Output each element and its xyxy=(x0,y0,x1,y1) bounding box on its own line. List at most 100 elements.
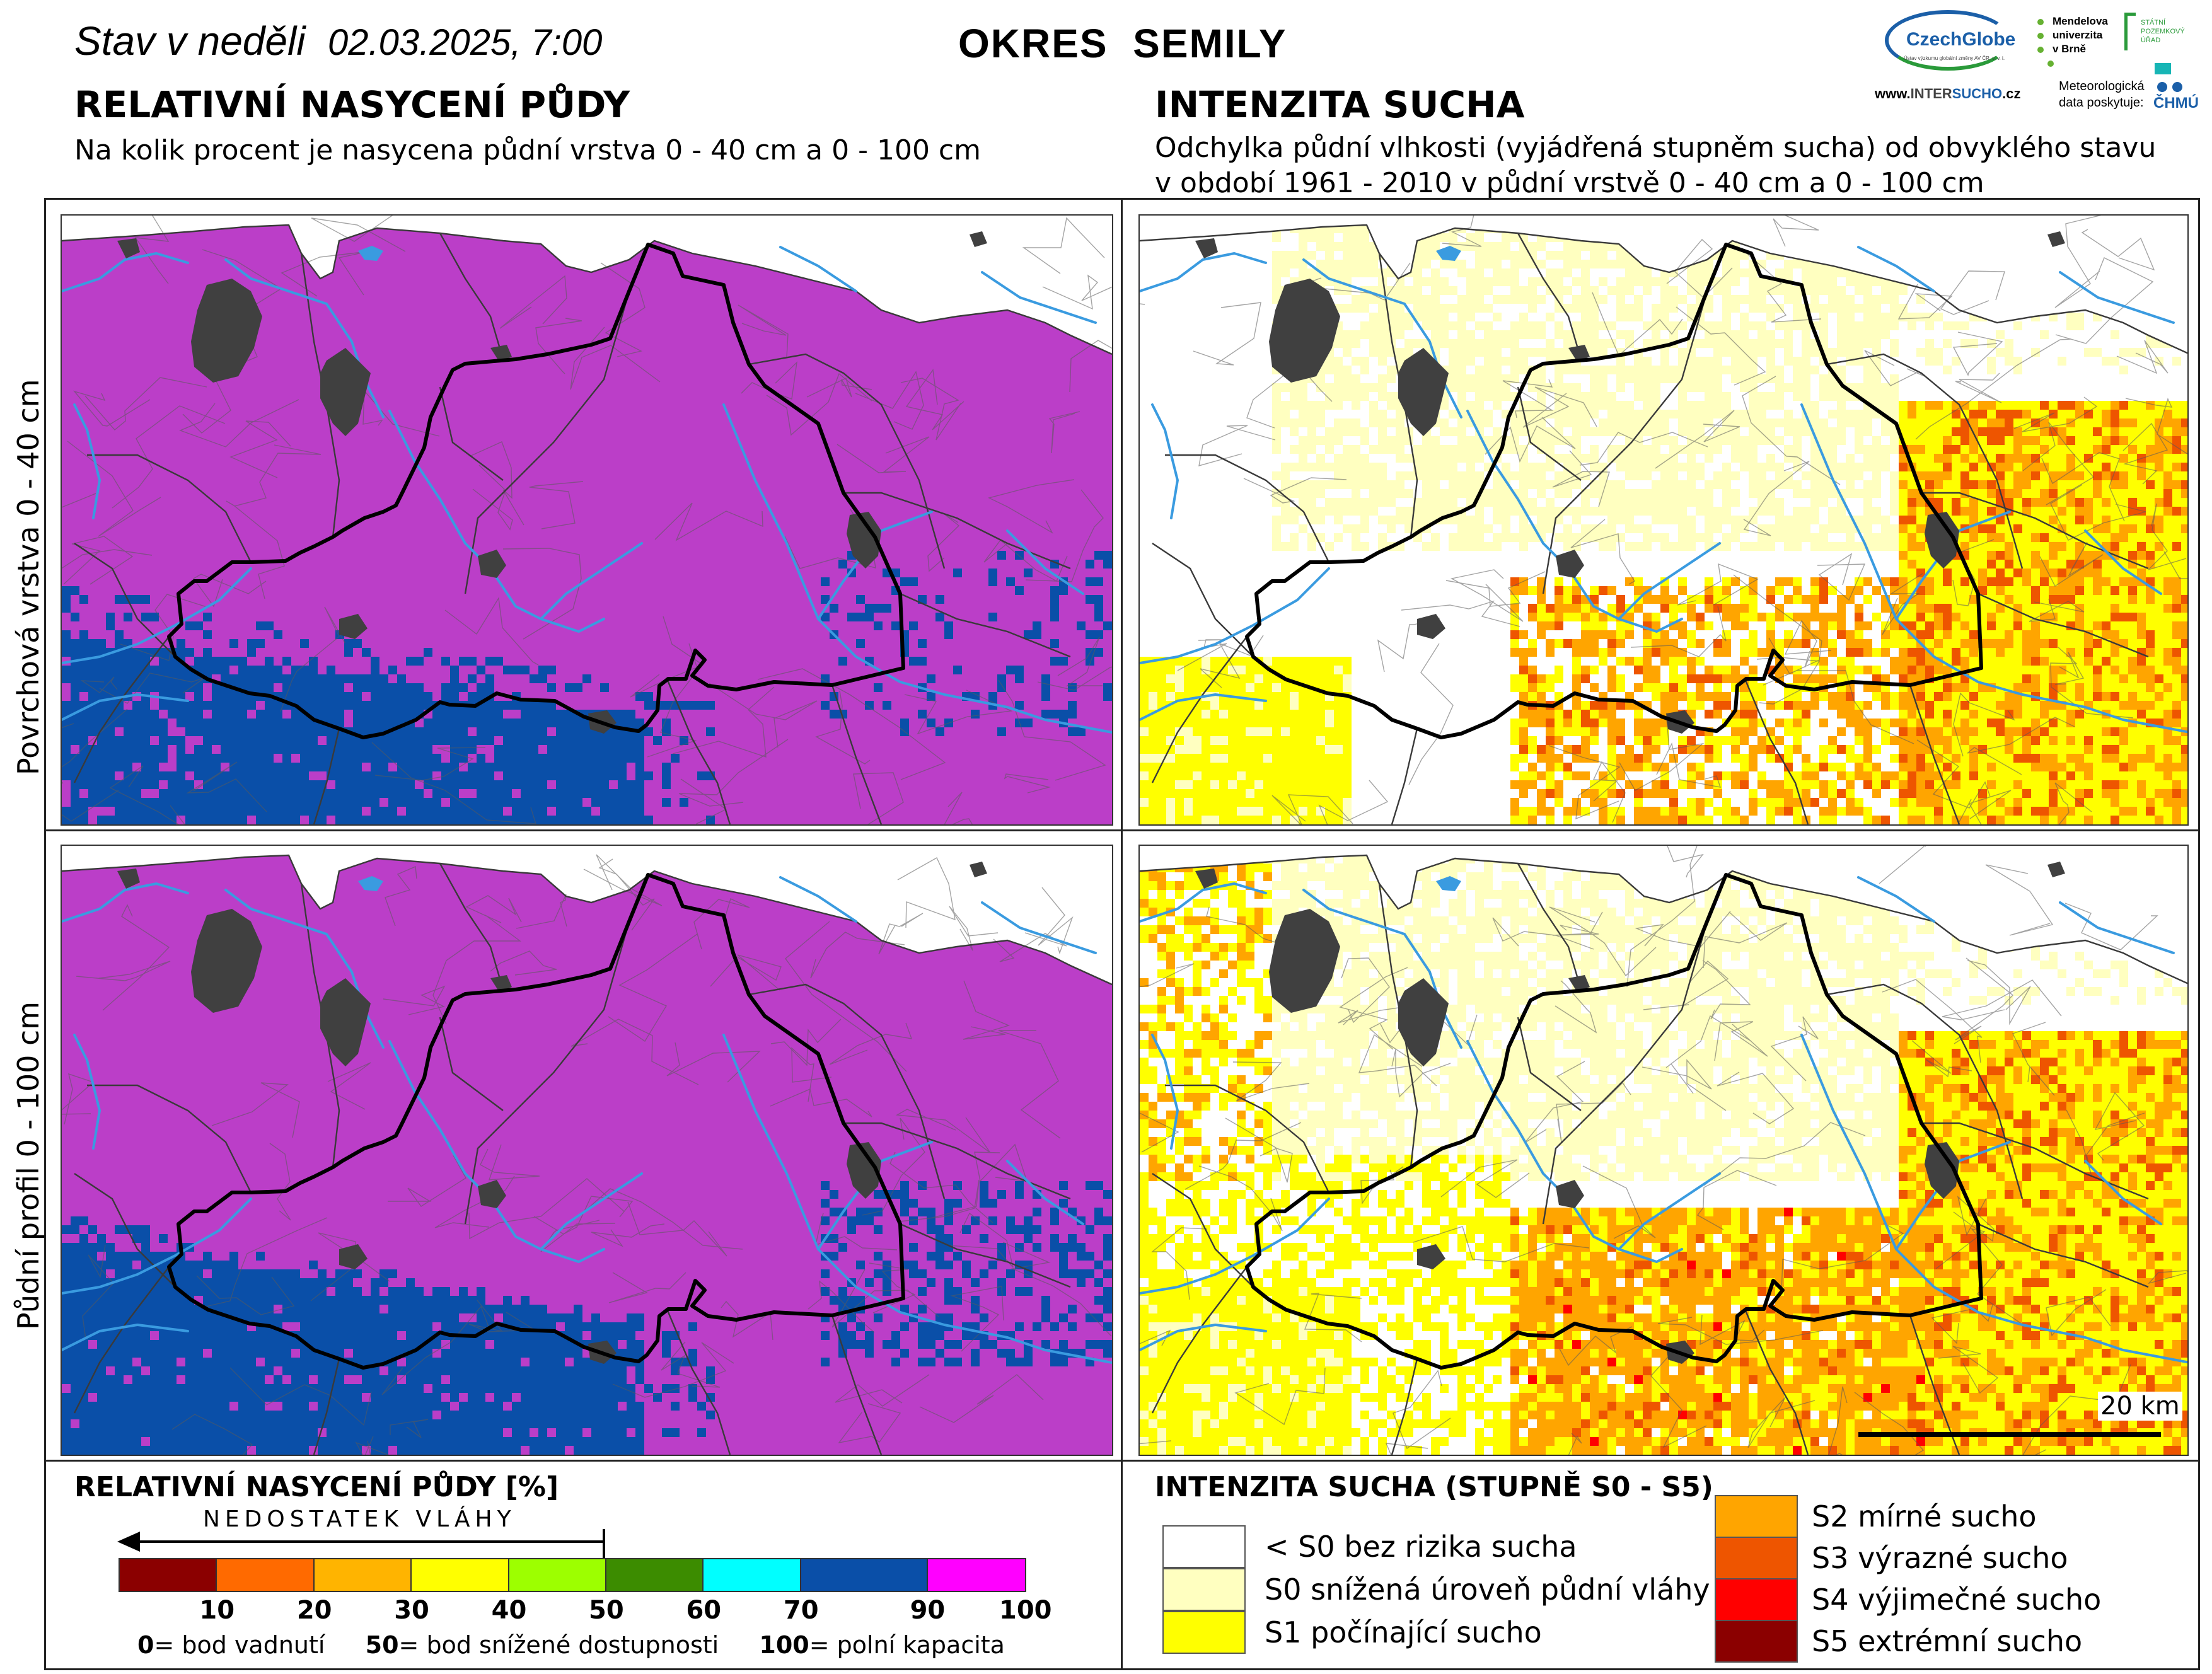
drought-subtitle-2: v období 1961 - 2010 v půdní vrstvě 0 - … xyxy=(1155,167,1984,199)
saturation-notes: 0= bod vadnutí 50= bod snížené dostupnos… xyxy=(137,1631,1005,1659)
map-canvas xyxy=(1140,216,2187,824)
swatch-s3 xyxy=(1715,1537,1798,1579)
map-saturation-profile xyxy=(61,845,1113,1456)
note-wilting-text: = bod vadnutí xyxy=(154,1631,325,1659)
row-label-bottom: Půdní profil 0 - 100 cm xyxy=(11,1001,45,1330)
drought-legend-item: S5 extrémní sucho xyxy=(1715,1620,2082,1663)
map-canvas xyxy=(62,216,1112,824)
spu-logo: STÁTNÍ POZEMKOVÝ ÚŘAD xyxy=(2124,13,2194,82)
chmu-line1: Meteorologická xyxy=(2059,79,2145,93)
swatch-s4 xyxy=(1715,1578,1798,1621)
logos-area: CzechGlobe Ústav výzkumu globální změny … xyxy=(1872,8,2200,121)
swatch-s0-none xyxy=(1162,1525,1246,1568)
swatch-s5 xyxy=(1715,1620,1798,1663)
drought-legend-item: S1 počínající sucho xyxy=(1162,1611,1542,1654)
legend-label: S1 počínající sucho xyxy=(1265,1615,1542,1649)
chmu-name: ČHMÚ xyxy=(2153,95,2199,112)
mendelu-line2: univerzita xyxy=(2053,29,2103,41)
saturation-tick-label: 60 xyxy=(686,1596,722,1625)
saturation-color-band xyxy=(606,1559,704,1591)
saturation-color-band xyxy=(801,1559,928,1591)
saturation-subtitle: Na kolik procent je nasycena půdní vrstv… xyxy=(74,134,981,166)
column-divider xyxy=(1121,198,1123,1670)
spu-mark-icon xyxy=(2124,13,2136,50)
drought-legend-item: S4 výjimečné sucho xyxy=(1715,1578,2101,1621)
czechglobe-name: CzechGlobe xyxy=(1906,29,2016,50)
spu-square-icon xyxy=(2155,63,2171,74)
saturation-tick-label: 40 xyxy=(491,1596,527,1625)
swatch-s2 xyxy=(1715,1495,1798,1538)
swatch-s1 xyxy=(1162,1611,1246,1654)
row-label-top: Povrchová vrstva 0 - 40 cm xyxy=(11,379,45,775)
saturation-color-band xyxy=(412,1559,509,1591)
saturation-color-band xyxy=(120,1559,217,1591)
saturation-tick-label: 70 xyxy=(783,1596,819,1625)
saturation-color-band xyxy=(704,1559,801,1591)
mendelu-line1: Mendelova xyxy=(2053,15,2108,27)
spu-line2: POZEMKOVÝ xyxy=(2141,28,2185,35)
drought-title: INTENZITA SUCHA xyxy=(1155,83,1525,126)
map-canvas xyxy=(1140,846,2187,1455)
intersucho-name-b: SUCHO xyxy=(1952,86,2003,101)
note-wilting-value: 0 xyxy=(137,1631,154,1659)
legend-label: S2 mírné sucho xyxy=(1812,1499,2037,1533)
saturation-color-band xyxy=(927,1559,1025,1591)
intersucho-tld: .cz xyxy=(2002,86,2021,101)
map-canvas xyxy=(62,846,1112,1455)
date-value: 02.03.2025, 7:00 xyxy=(328,22,603,63)
saturation-color-band xyxy=(314,1559,412,1591)
drought-legend-item: S0 snížená úroveň půdní vláhy xyxy=(1162,1568,1710,1611)
mendelu-dots-icon xyxy=(2037,19,2044,25)
spu-line3: ÚŘAD xyxy=(2141,37,2161,44)
saturation-color-band xyxy=(217,1559,315,1591)
legend-label: < S0 bez rizika sucha xyxy=(1265,1530,1577,1564)
chmu-mark-icon xyxy=(2157,82,2167,92)
chmu-line2: data poskytuje: xyxy=(2059,96,2144,110)
czechglobe-subtitle: Ústav výzkumu globální změny AV ČR, v. v… xyxy=(1904,55,2005,61)
scale-bar xyxy=(1858,1432,2161,1437)
legend-label: S0 snížená úroveň půdní vláhy xyxy=(1265,1573,1710,1607)
scale-bar-label: 20 km xyxy=(2098,1392,2182,1421)
map-saturation-topsoil xyxy=(61,214,1113,826)
arrow-tick xyxy=(603,1529,605,1568)
intersucho-name-a: INTER xyxy=(1910,86,1952,101)
mendelu-logo: Mendelova univerzita v Brně xyxy=(2037,13,2108,76)
arrow-head-icon xyxy=(117,1532,140,1552)
czechglobe-logo: CzechGlobe Ústav výzkumu globální změny … xyxy=(1885,10,2024,73)
saturation-legend-title: RELATIVNÍ NASYCENÍ PŮDY [%] xyxy=(74,1471,559,1503)
mendelu-line3: v Brně xyxy=(2053,43,2086,55)
spu-line1: STÁTNÍ xyxy=(2141,19,2166,26)
saturation-tick-label: 50 xyxy=(589,1596,624,1625)
saturation-tick-label: 10 xyxy=(199,1596,235,1625)
saturation-tick-label: 100 xyxy=(999,1596,1052,1625)
saturation-color-bar xyxy=(119,1558,1026,1592)
drought-subtitle-1: Odchylka půdní vlhkosti (vyjádřená stupn… xyxy=(1155,132,2157,164)
intersucho-logo: www.INTERSUCHO.cz xyxy=(1875,86,2020,102)
note-capacity-value: 100 xyxy=(759,1631,809,1659)
swatch-s0 xyxy=(1162,1568,1246,1611)
saturation-color-band xyxy=(509,1559,607,1591)
map-drought-profile: 20 km xyxy=(1138,845,2189,1456)
drought-legend-item: S3 výrazné sucho xyxy=(1715,1537,2068,1579)
legend-label: S3 výrazné sucho xyxy=(1812,1541,2068,1575)
saturation-ticks: 10 20 30 40 50 60 70 90 100 xyxy=(0,1592,1109,1625)
drought-legend-item: < S0 bez rizika sucha xyxy=(1162,1525,1577,1568)
saturation-tick-label: 30 xyxy=(394,1596,429,1625)
intersucho-www: www. xyxy=(1875,86,1911,101)
note-reduced-value: 50 xyxy=(365,1631,399,1659)
saturation-tick-label: 20 xyxy=(296,1596,332,1625)
czechglobe-swoosh-icon xyxy=(1885,10,2011,71)
note-capacity-text: = polní kapacita xyxy=(809,1631,1005,1659)
note-reduced-text: = bod snížené dostupnosti xyxy=(398,1631,719,1659)
district-title: OKRES SEMILY xyxy=(958,21,1287,66)
deficit-arrow-label: NEDOSTATEK VLÁHY xyxy=(203,1506,516,1532)
chmu-logo: Meteorologická data poskytuje: ČHMÚ xyxy=(2059,79,2199,121)
date-line: Stav v neděli 02.03.2025, 7:00 xyxy=(74,18,602,64)
map-drought-topsoil xyxy=(1138,214,2189,826)
saturation-title: RELATIVNÍ NASYCENÍ PŮDY xyxy=(74,83,630,126)
legend-label: S5 extrémní sucho xyxy=(1812,1624,2083,1658)
drought-legend-item: S2 mírné sucho xyxy=(1715,1495,2037,1538)
date-prefix: Stav v neděli xyxy=(74,18,306,64)
saturation-tick-label: 90 xyxy=(910,1596,946,1625)
legend-label: S4 výjimečné sucho xyxy=(1812,1583,2102,1617)
